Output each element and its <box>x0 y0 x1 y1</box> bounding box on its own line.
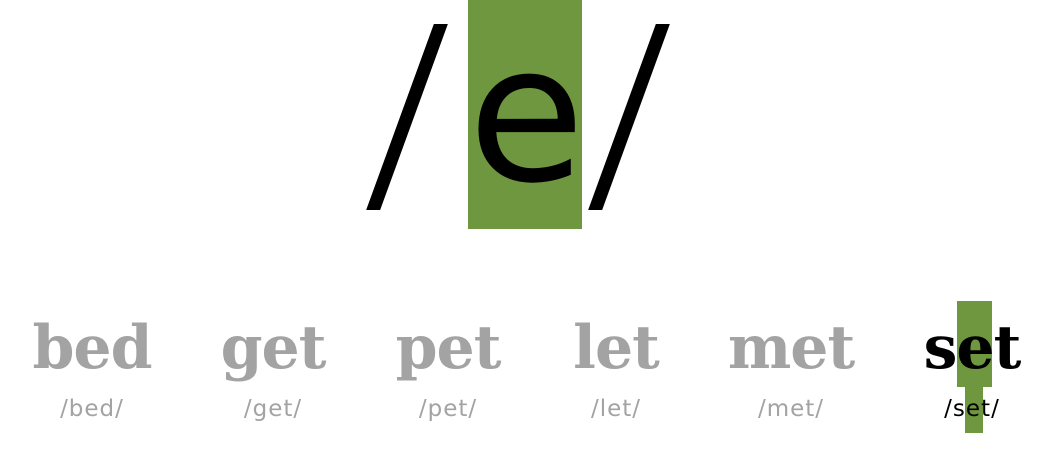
word-ipa: /set/ <box>944 396 1000 422</box>
active-ipa-vowel-highlight <box>965 387 983 433</box>
word-text: set <box>923 313 1022 383</box>
phoneme-highlight <box>468 0 582 229</box>
phoneme-right-slash <box>588 24 670 210</box>
word-ipa: /get/ <box>243 396 303 422</box>
word-let[interactable]: let /let/ <box>566 316 666 436</box>
word-met[interactable]: met /met/ <box>724 316 858 436</box>
word-text: met <box>727 313 855 383</box>
word-ipa: /bed/ <box>60 396 124 422</box>
word-text: let <box>573 313 660 383</box>
phoneme-left-slash <box>366 24 448 210</box>
word-bed[interactable]: bed /bed/ <box>30 316 154 436</box>
word-set[interactable]: set /set/ <box>920 316 1024 436</box>
word-get[interactable]: get /get/ <box>218 316 328 436</box>
word-pet[interactable]: pet /pet/ <box>392 316 504 436</box>
word-ipa: /pet/ <box>418 396 478 422</box>
word-ipa: /met/ <box>757 396 825 422</box>
word-text: pet <box>395 313 502 383</box>
word-text: bed <box>32 313 152 383</box>
word-text: get <box>220 313 327 383</box>
active-word-vowel-highlight <box>957 301 992 387</box>
phoneme-symbol: e <box>468 4 585 225</box>
word-ipa: /let/ <box>590 396 642 422</box>
